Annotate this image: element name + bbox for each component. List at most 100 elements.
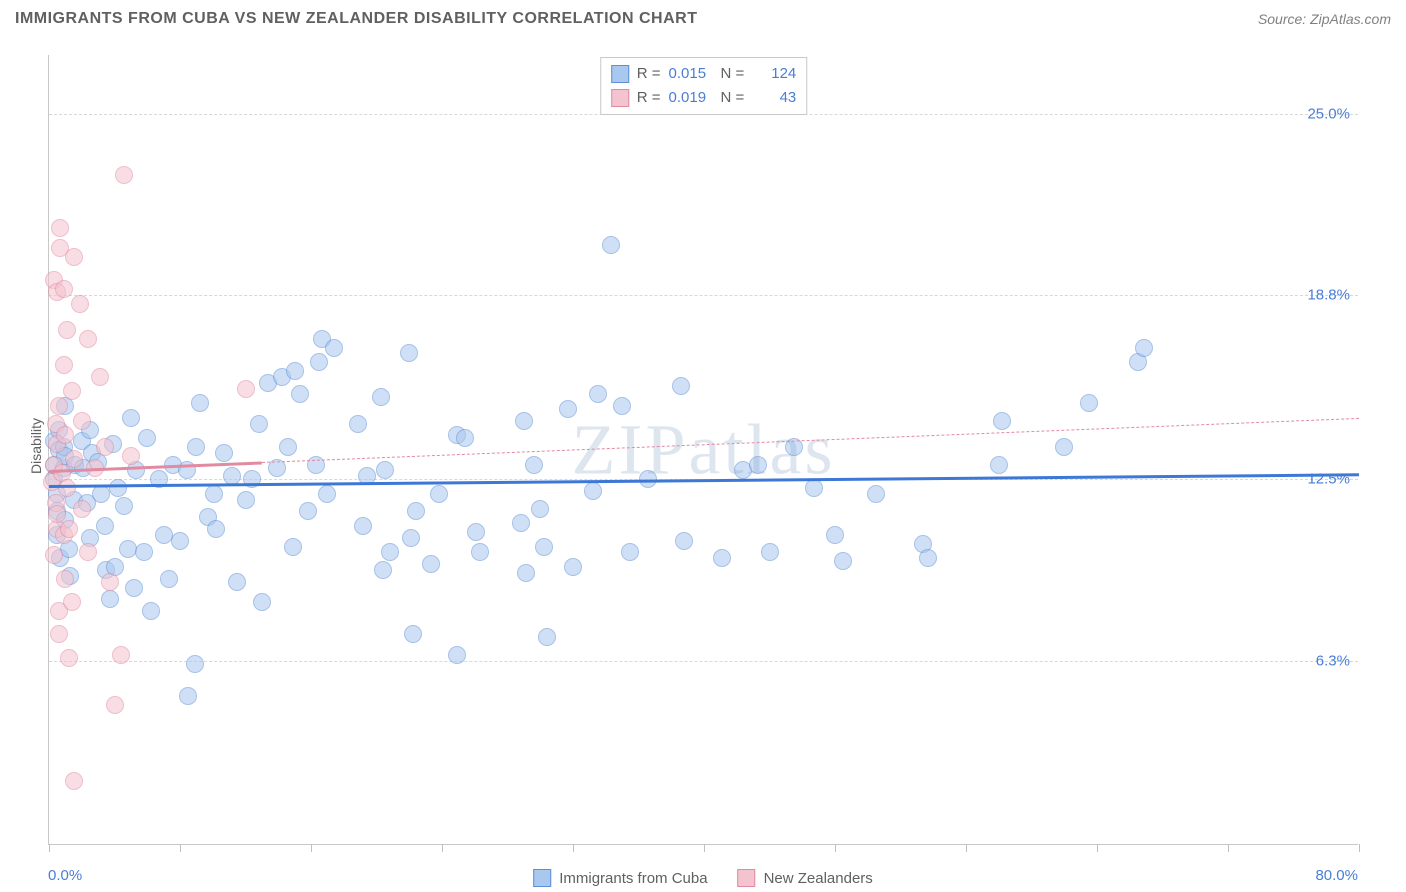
scatter-marker <box>142 602 160 620</box>
scatter-marker <box>55 356 73 374</box>
source-label: Source: ZipAtlas.com <box>1258 11 1391 27</box>
scatter-marker <box>122 447 140 465</box>
scatter-marker <box>56 570 74 588</box>
scatter-marker <box>60 649 78 667</box>
scatter-marker <box>990 456 1008 474</box>
scatter-marker <box>1135 339 1153 357</box>
trend-line <box>262 418 1359 463</box>
scatter-marker <box>160 570 178 588</box>
x-tick <box>704 844 705 852</box>
scatter-marker <box>402 529 420 547</box>
scatter-marker <box>45 546 63 564</box>
scatter-marker <box>531 500 549 518</box>
scatter-marker <box>96 438 114 456</box>
legend-swatch <box>611 89 629 107</box>
scatter-marker <box>109 479 127 497</box>
scatter-marker <box>119 540 137 558</box>
scatter-marker <box>448 646 466 664</box>
scatter-marker <box>1055 438 1073 456</box>
scatter-marker <box>349 415 367 433</box>
scatter-marker <box>73 500 91 518</box>
scatter-marker <box>826 526 844 544</box>
scatter-marker <box>187 438 205 456</box>
y-tick-label: 25.0% <box>1307 105 1350 122</box>
x-tick <box>966 844 967 852</box>
stat-n-value: 124 <box>752 62 796 86</box>
scatter-marker <box>65 772 83 790</box>
scatter-marker <box>589 385 607 403</box>
scatter-marker <box>993 412 1011 430</box>
x-tick <box>1097 844 1098 852</box>
scatter-marker <box>525 456 543 474</box>
series-legend: Immigrants from Cuba New Zealanders <box>533 869 873 887</box>
scatter-marker <box>867 485 885 503</box>
scatter-marker <box>325 339 343 357</box>
scatter-marker <box>538 628 556 646</box>
scatter-marker <box>559 400 577 418</box>
scatter-marker <box>381 543 399 561</box>
scatter-marker <box>237 491 255 509</box>
scatter-marker <box>101 590 119 608</box>
stats-row: R = 0.015 N = 124 <box>611 62 797 86</box>
scatter-marker <box>515 412 533 430</box>
stat-n-label: N = <box>721 62 745 86</box>
scatter-marker <box>613 397 631 415</box>
scatter-marker <box>122 409 140 427</box>
scatter-marker <box>171 532 189 550</box>
scatter-marker <box>135 543 153 561</box>
stats-row: R = 0.019N = 43 <box>611 86 797 110</box>
scatter-marker <box>805 479 823 497</box>
scatter-marker <box>672 377 690 395</box>
scatter-marker <box>761 543 779 561</box>
scatter-marker <box>372 388 390 406</box>
scatter-marker <box>73 412 91 430</box>
x-tick <box>180 844 181 852</box>
stat-n-value: 43 <box>752 86 796 110</box>
legend-label: Immigrants from Cuba <box>559 870 707 887</box>
legend-item: Immigrants from Cuba <box>533 869 707 887</box>
scatter-marker <box>237 380 255 398</box>
scatter-marker <box>101 573 119 591</box>
scatter-marker <box>517 564 535 582</box>
gridline <box>49 295 1358 296</box>
scatter-marker <box>400 344 418 362</box>
scatter-marker <box>512 514 530 532</box>
scatter-marker <box>713 549 731 567</box>
scatter-marker <box>65 248 83 266</box>
x-axis-min-label: 0.0% <box>48 867 82 884</box>
scatter-marker <box>749 456 767 474</box>
scatter-marker <box>228 573 246 591</box>
scatter-marker <box>51 219 69 237</box>
scatter-marker <box>112 646 130 664</box>
x-tick <box>1228 844 1229 852</box>
y-axis-label: Disability <box>28 418 44 474</box>
scatter-marker <box>564 558 582 576</box>
scatter-marker <box>125 579 143 597</box>
scatter-marker <box>155 526 173 544</box>
scatter-marker <box>63 593 81 611</box>
scatter-marker <box>471 543 489 561</box>
scatter-marker <box>584 482 602 500</box>
x-tick <box>442 844 443 852</box>
scatter-marker <box>205 485 223 503</box>
scatter-marker <box>404 625 422 643</box>
legend-swatch <box>611 65 629 83</box>
scatter-marker <box>675 532 693 550</box>
x-tick <box>1359 844 1360 852</box>
legend-label: New Zealanders <box>764 870 873 887</box>
scatter-marker <box>374 561 392 579</box>
scatter-marker <box>1080 394 1098 412</box>
scatter-marker <box>310 353 328 371</box>
scatter-marker <box>115 166 133 184</box>
x-axis-max-label: 80.0% <box>1315 867 1358 884</box>
stat-r-label: R = <box>637 62 661 86</box>
scatter-marker <box>191 394 209 412</box>
scatter-marker <box>250 415 268 433</box>
scatter-marker <box>376 461 394 479</box>
scatter-marker <box>65 450 83 468</box>
scatter-marker <box>106 696 124 714</box>
scatter-marker <box>467 523 485 541</box>
scatter-marker <box>535 538 553 556</box>
scatter-marker <box>215 444 233 462</box>
stat-r-value: 0.015 <box>669 62 713 86</box>
